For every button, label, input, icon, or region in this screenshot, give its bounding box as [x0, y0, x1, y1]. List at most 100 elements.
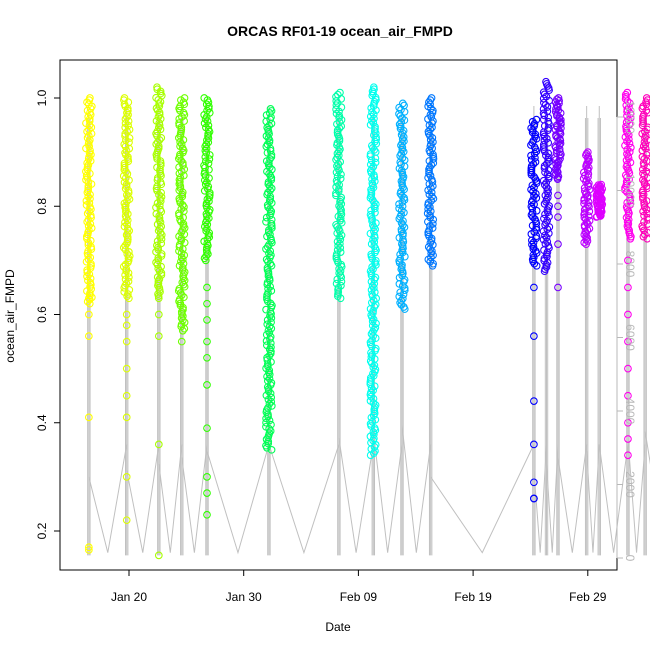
- data-point: [153, 163, 161, 172]
- right-tick-label: 0: [623, 555, 637, 562]
- data-point: [531, 158, 540, 166]
- data-point-outlier: [203, 424, 211, 433]
- data-point: [264, 404, 272, 412]
- data-point: [262, 305, 270, 314]
- y-tick-label: 0.4: [35, 414, 49, 431]
- data-point: [555, 99, 563, 108]
- data-point: [399, 147, 408, 156]
- data-point: [125, 294, 133, 303]
- data-point-outlier: [122, 473, 131, 481]
- data-point: [332, 254, 341, 263]
- data-point: [123, 250, 132, 258]
- data-point: [583, 237, 592, 245]
- data-point-outlier: [530, 283, 538, 292]
- data-point: [337, 116, 346, 124]
- data-point: [177, 140, 186, 148]
- data-point: [544, 117, 553, 126]
- data-point: [532, 206, 541, 215]
- data-point: [177, 123, 186, 132]
- data-point: [262, 435, 271, 444]
- data-point: [267, 420, 275, 429]
- data-point: [202, 100, 211, 109]
- data-point: [175, 261, 184, 270]
- data-point: [531, 247, 540, 255]
- data-point: [539, 141, 548, 149]
- data-point: [424, 243, 433, 251]
- x-axis-label: Date: [325, 620, 351, 634]
- data-point: [542, 178, 551, 187]
- data-point: [532, 194, 541, 202]
- data-point: [369, 83, 378, 92]
- data-point-outlier: [554, 191, 562, 200]
- data-point: [530, 183, 538, 192]
- data-point: [82, 167, 90, 176]
- transit-trace: [401, 424, 432, 553]
- data-point-outlier: [85, 332, 93, 341]
- data-point: [156, 161, 165, 170]
- data-point-outlier: [624, 364, 632, 373]
- data-point: [398, 240, 406, 248]
- data-point: [370, 382, 379, 391]
- data-point-outlier: [177, 337, 186, 346]
- data-point: [643, 148, 650, 157]
- data-point: [366, 210, 375, 219]
- data-point: [120, 199, 129, 208]
- data-point: [372, 219, 380, 227]
- data-point: [336, 244, 345, 252]
- right-tick-label: 10000: [623, 174, 637, 208]
- data-point: [541, 265, 549, 273]
- data-point: [337, 218, 346, 227]
- data-point: [371, 123, 379, 131]
- chart-title: ORCAS RF01-19 ocean_air_FMPD: [227, 23, 453, 39]
- data-point: [529, 238, 538, 247]
- data-point: [121, 241, 130, 250]
- data-point: [429, 106, 437, 115]
- data-point: [157, 188, 165, 197]
- data-point: [332, 92, 340, 101]
- data-point: [153, 237, 162, 246]
- data-point: [120, 140, 129, 149]
- data-point: [176, 289, 185, 297]
- data-point: [528, 181, 537, 190]
- data-point: [83, 127, 91, 136]
- data-point: [266, 389, 275, 398]
- x-tick-label: Feb 19: [454, 590, 492, 604]
- data-point: [124, 106, 132, 115]
- data-point: [332, 279, 341, 288]
- data-point: [124, 121, 132, 130]
- y-tick-label: 0.6: [35, 306, 49, 323]
- data-point: [643, 125, 650, 134]
- data-point-outlier: [624, 283, 632, 292]
- data-point-outlier: [203, 473, 211, 481]
- transit-trace: [372, 431, 403, 553]
- data-point: [157, 193, 166, 201]
- data-point: [429, 138, 437, 146]
- data-point: [177, 257, 185, 266]
- data-point: [177, 253, 186, 262]
- data-point: [123, 229, 132, 237]
- data-point: [625, 139, 634, 148]
- data-point: [539, 176, 548, 185]
- data-point: [532, 134, 541, 143]
- data-point: [625, 148, 634, 156]
- transit-trace: [586, 444, 600, 553]
- data-point-outlier: [203, 353, 211, 362]
- data-point-outlier: [154, 310, 163, 319]
- data-point: [642, 94, 650, 102]
- x-tick-label: Jan 30: [226, 590, 262, 604]
- data-point: [540, 254, 549, 263]
- data-point-outlier: [203, 283, 211, 292]
- data-point: [262, 341, 271, 350]
- data-point: [263, 201, 272, 209]
- x-tick-label: Feb 09: [340, 590, 378, 604]
- data-point: [400, 156, 409, 164]
- x-tick-label: Jan 20: [111, 590, 147, 604]
- data-point: [152, 203, 160, 212]
- data-point-outlier: [203, 381, 211, 389]
- data-point: [337, 103, 346, 112]
- data-point: [265, 429, 274, 437]
- data-point: [262, 422, 270, 431]
- data-point-outlier: [203, 489, 211, 497]
- data-point: [594, 181, 603, 190]
